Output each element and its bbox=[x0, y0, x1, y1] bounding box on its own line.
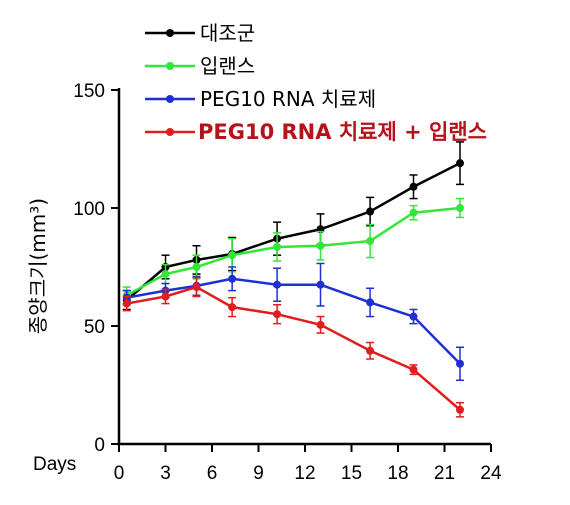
y-tick-label: 0 bbox=[94, 435, 105, 456]
data-point bbox=[316, 280, 325, 289]
series-line bbox=[126, 285, 461, 411]
x-tick-label: 3 bbox=[160, 463, 171, 484]
data-point bbox=[161, 270, 170, 279]
data-point bbox=[228, 274, 237, 283]
data-point bbox=[273, 242, 282, 251]
x-tick-label: 18 bbox=[387, 463, 408, 484]
x-tick-label: 0 bbox=[114, 463, 125, 484]
series-line bbox=[125, 162, 461, 301]
x-tick-label: 24 bbox=[480, 463, 502, 484]
legend-label-ibrance: 입랜스 bbox=[200, 54, 255, 78]
data-point bbox=[366, 346, 375, 355]
series-1 bbox=[122, 197, 464, 305]
legend-marker-ibrance bbox=[166, 62, 174, 70]
data-point bbox=[409, 208, 418, 217]
legend-marker-peg10-ibrance bbox=[166, 128, 174, 136]
y-axis-title: 종양크기(mm³) bbox=[26, 198, 50, 334]
y-tick-label: 50 bbox=[84, 317, 105, 338]
legend-label-control: 대조군 bbox=[200, 21, 255, 45]
x-axis-title: Days bbox=[33, 454, 76, 475]
data-point bbox=[366, 298, 375, 307]
legend-marker-control bbox=[166, 29, 174, 37]
legend-item-ibrance: 입랜스 bbox=[145, 54, 255, 78]
x-tick-label: 15 bbox=[341, 463, 362, 484]
series bbox=[122, 141, 464, 418]
data-point bbox=[316, 320, 325, 329]
legend-label-peg10-ibrance: PEG10 RNA 치료제 + 입랜스 bbox=[198, 120, 487, 144]
x-tick-label: 12 bbox=[294, 463, 315, 484]
data-point bbox=[456, 359, 464, 368]
series-line bbox=[126, 206, 461, 297]
legend-item-peg10: PEG10 RNA 치료제 bbox=[145, 87, 376, 111]
series-3 bbox=[122, 276, 464, 418]
data-point bbox=[273, 310, 282, 319]
ticks: 0 3 6 9 12 15 18 21 24 0 50 100 150 bbox=[73, 81, 502, 484]
data-point bbox=[366, 237, 375, 246]
data-point bbox=[456, 405, 464, 414]
series-2 bbox=[122, 262, 464, 382]
x-tick-label: 21 bbox=[434, 463, 455, 484]
data-point bbox=[161, 292, 170, 301]
series-line bbox=[126, 277, 461, 365]
data-point bbox=[366, 207, 375, 216]
y-tick-label: 100 bbox=[73, 199, 105, 220]
data-point bbox=[228, 303, 237, 312]
legend-item-peg10-ibrance: PEG10 RNA 치료제 + 입랜스 bbox=[145, 120, 487, 144]
y-tick-label: 150 bbox=[73, 81, 105, 102]
data-point bbox=[192, 283, 201, 292]
data-point bbox=[409, 365, 418, 374]
x-tick-label: 6 bbox=[207, 463, 218, 484]
data-point bbox=[409, 182, 418, 191]
data-point bbox=[456, 159, 464, 168]
data-point bbox=[122, 299, 131, 308]
data-point bbox=[228, 251, 237, 260]
data-point bbox=[273, 280, 282, 289]
legend-item-control: 대조군 bbox=[145, 21, 255, 45]
legend-marker-peg10 bbox=[166, 95, 174, 103]
data-point bbox=[192, 263, 201, 271]
legend-label-peg10: PEG10 RNA 치료제 bbox=[200, 87, 376, 111]
legend: 대조군 입랜스 PEG10 RNA 치료제 PEG10 RNA 치료제 + 입랜… bbox=[145, 21, 487, 144]
data-point bbox=[409, 312, 418, 321]
data-point bbox=[456, 204, 464, 212]
x-tick-label: 9 bbox=[253, 463, 264, 484]
data-point bbox=[316, 241, 325, 250]
